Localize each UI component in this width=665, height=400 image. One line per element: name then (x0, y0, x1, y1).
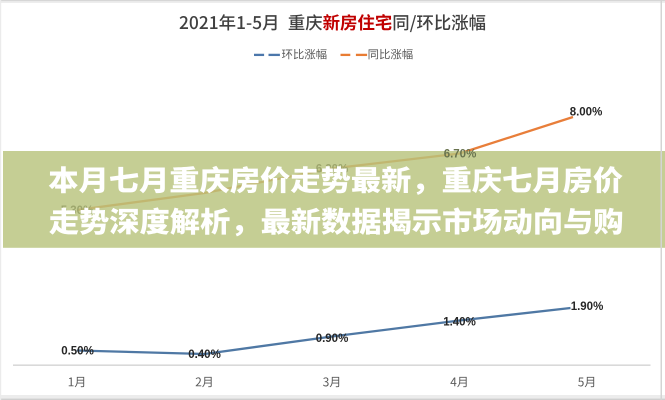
svg-text:0.40%: 0.40% (188, 349, 221, 361)
svg-text:0.50%: 0.50% (61, 345, 94, 357)
svg-text:1.40%: 1.40% (443, 317, 476, 329)
svg-text:0.90%: 0.90% (316, 333, 349, 345)
svg-text:6.70%: 6.70% (444, 149, 477, 161)
svg-text:1.90%: 1.90% (571, 301, 604, 313)
svg-text:8.00%: 8.00% (570, 107, 603, 119)
